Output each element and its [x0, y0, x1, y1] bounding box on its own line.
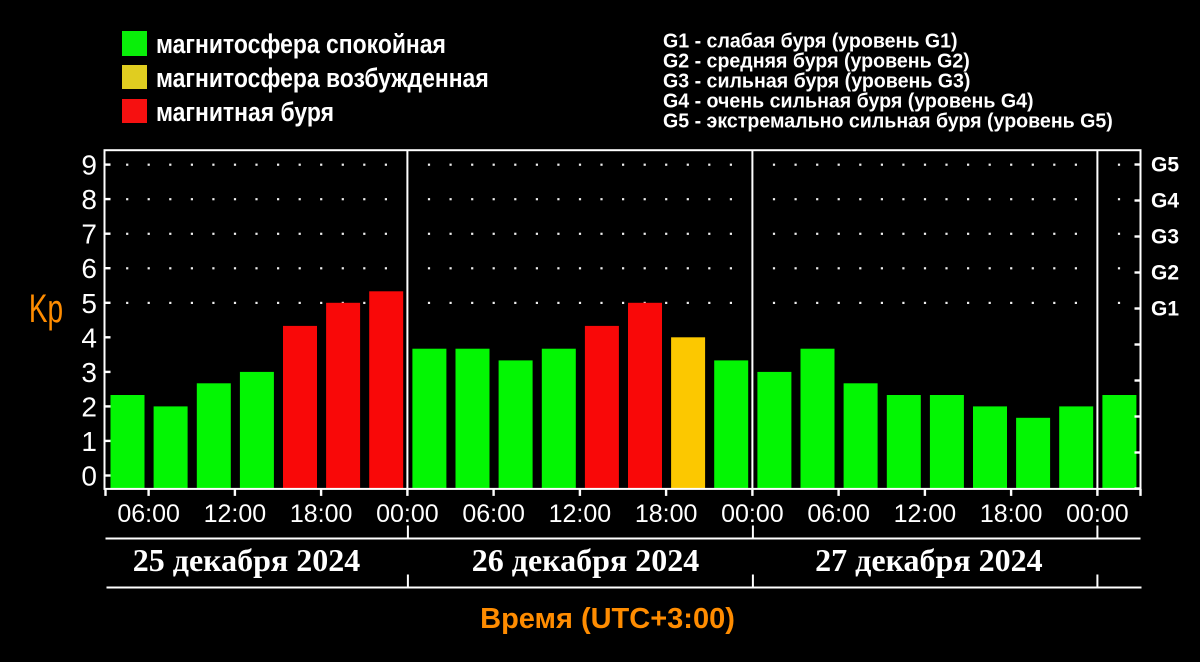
svg-text:25 декабря 2024: 25 декабря 2024 [133, 542, 360, 578]
svg-text:3: 3 [81, 357, 97, 388]
svg-text:G4 - очень сильная буря (урове: G4 - очень сильная буря (уровень G4) [663, 90, 1034, 112]
svg-text:7: 7 [81, 219, 97, 250]
svg-text:G2 - средняя буря (уровень G2): G2 - средняя буря (уровень G2) [663, 50, 970, 72]
svg-text:06:00: 06:00 [807, 500, 870, 528]
svg-text:06:00: 06:00 [462, 500, 525, 528]
svg-text:магнитосфера возбужденная: магнитосфера возбужденная [156, 63, 489, 93]
svg-text:26 декабря 2024: 26 декабря 2024 [472, 542, 699, 578]
svg-text:12:00: 12:00 [549, 500, 612, 528]
svg-text:2: 2 [81, 391, 97, 422]
svg-text:18:00: 18:00 [290, 500, 353, 528]
svg-text:магнитосфера спокойная: магнитосфера спокойная [156, 29, 446, 59]
svg-text:06:00: 06:00 [117, 500, 180, 528]
svg-text:0: 0 [81, 461, 97, 492]
svg-text:G5 - экстремально сильная буря: G5 - экстремально сильная буря (уровень … [663, 110, 1113, 132]
svg-text:5: 5 [81, 288, 97, 319]
svg-text:18:00: 18:00 [980, 500, 1043, 528]
svg-text:1: 1 [81, 426, 97, 457]
svg-text:18:00: 18:00 [635, 500, 698, 528]
svg-text:G1: G1 [1151, 298, 1179, 321]
svg-text:6: 6 [81, 253, 97, 284]
svg-text:G2: G2 [1151, 262, 1179, 285]
svg-text:9: 9 [81, 150, 97, 181]
svg-text:G4: G4 [1151, 190, 1179, 213]
svg-text:4: 4 [81, 322, 97, 353]
svg-text:00:00: 00:00 [376, 500, 439, 528]
svg-text:27 декабря 2024: 27 декабря 2024 [815, 542, 1042, 578]
svg-text:8: 8 [81, 184, 97, 215]
svg-text:12:00: 12:00 [894, 500, 957, 528]
svg-text:G1 - слабая буря (уровень G1): G1 - слабая буря (уровень G1) [663, 30, 958, 52]
svg-text:Время (UTC+3:00): Время (UTC+3:00) [480, 603, 735, 635]
svg-text:12:00: 12:00 [204, 500, 267, 528]
svg-text:магнитная буря: магнитная буря [156, 97, 334, 127]
svg-text:00:00: 00:00 [721, 500, 784, 528]
svg-text:G3 - сильная буря (уровень G3): G3 - сильная буря (уровень G3) [663, 70, 970, 92]
svg-text:G3: G3 [1151, 226, 1179, 249]
svg-text:G5: G5 [1151, 154, 1179, 177]
svg-text:00:00: 00:00 [1066, 500, 1129, 528]
svg-text:Kp: Kp [29, 287, 63, 331]
